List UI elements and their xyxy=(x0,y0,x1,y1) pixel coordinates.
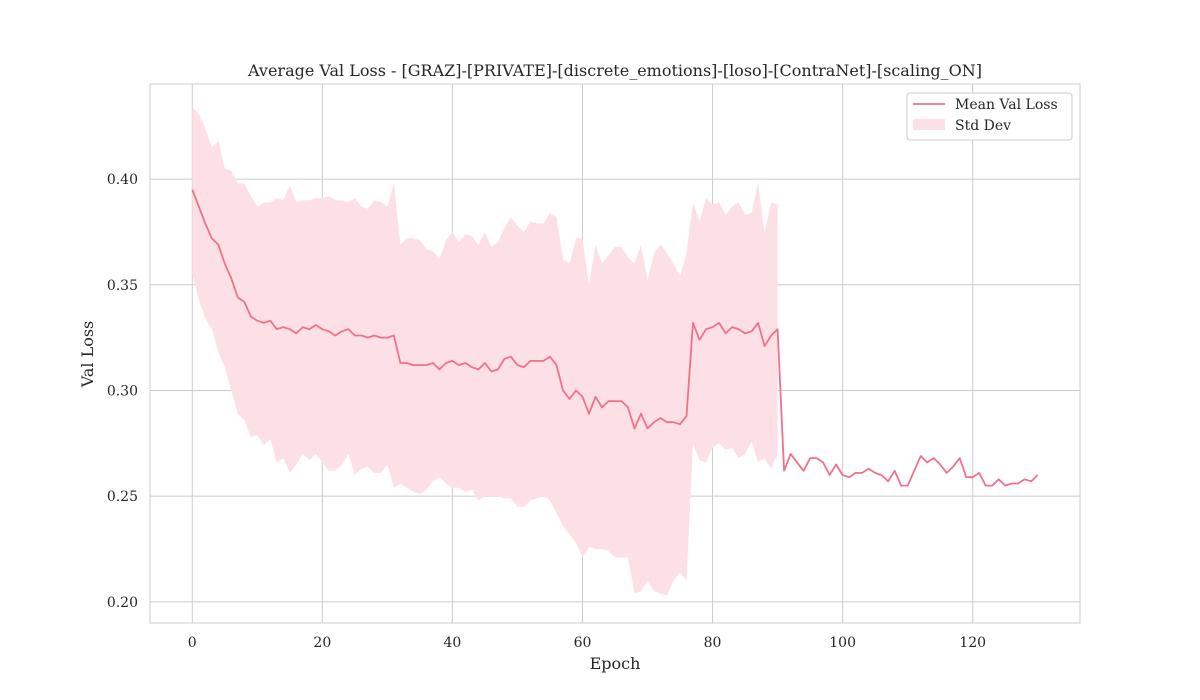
y-axis-ticks: 0.20 0.25 0.30 0.35 0.40 xyxy=(107,172,138,611)
legend-box xyxy=(906,92,1073,141)
x-tick-label: 80 xyxy=(704,635,722,651)
x-tick-label: 40 xyxy=(443,635,461,651)
legend-label-std: Std Dev xyxy=(955,118,1011,134)
x-axis-ticks: 0 20 40 60 80 100 120 xyxy=(188,635,986,651)
y-tick-label: 0.30 xyxy=(107,383,138,399)
x-tick-label: 100 xyxy=(829,635,856,651)
legend-label-mean: Mean Val Loss xyxy=(955,97,1058,113)
y-axis-label: Val Loss xyxy=(78,321,97,389)
y-tick-label: 0.40 xyxy=(107,172,138,188)
x-tick-label: 0 xyxy=(188,635,197,651)
x-axis-label: Epoch xyxy=(590,654,641,673)
std-dev-band xyxy=(192,107,778,596)
plot-frame xyxy=(149,83,1081,624)
y-tick-label: 0.25 xyxy=(107,489,138,505)
x-tick-label: 60 xyxy=(574,635,592,651)
y-tick-label: 0.20 xyxy=(107,595,138,611)
x-tick-label: 120 xyxy=(959,635,986,651)
legend-band-swatch xyxy=(913,119,945,130)
x-tick-label: 20 xyxy=(313,635,331,651)
legend: Mean Val Loss Std Dev xyxy=(906,92,1073,141)
mean-val-loss-line xyxy=(191,189,1039,487)
y-tick-label: 0.35 xyxy=(107,278,138,294)
chart-title: Average Val Loss - [GRAZ]-[PRIVATE]-[dis… xyxy=(247,61,982,80)
